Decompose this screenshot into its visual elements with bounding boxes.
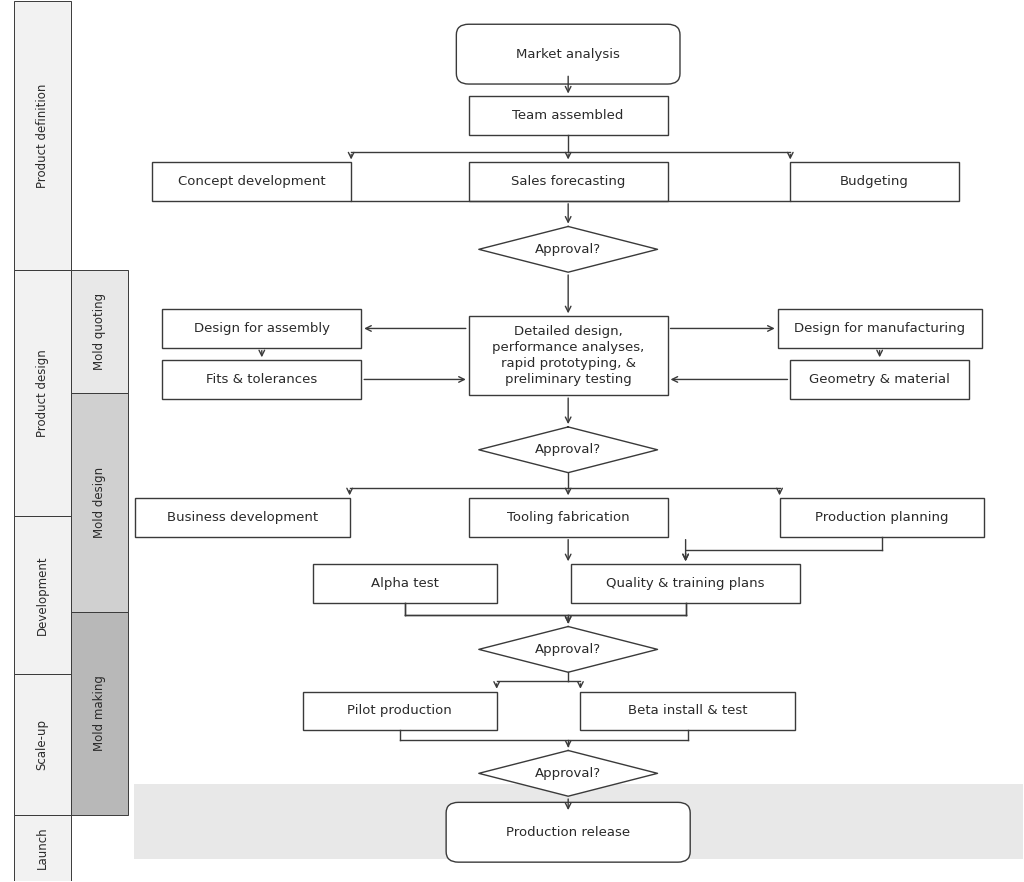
Bar bbox=[303, 691, 497, 730]
Text: Quality & training plans: Quality & training plans bbox=[606, 577, 765, 590]
Bar bbox=[777, 309, 982, 348]
Polygon shape bbox=[479, 626, 657, 672]
Text: Launch: Launch bbox=[36, 826, 49, 869]
Text: Fits & tolerances: Fits & tolerances bbox=[206, 373, 317, 386]
Text: Approval?: Approval? bbox=[536, 243, 601, 256]
Bar bbox=[779, 498, 984, 537]
Text: Detailed design,
performance analyses,
rapid prototyping, &
preliminary testing: Detailed design, performance analyses, r… bbox=[493, 325, 644, 386]
Bar bbox=[570, 564, 801, 602]
Text: Geometry & material: Geometry & material bbox=[809, 373, 950, 386]
Text: Budgeting: Budgeting bbox=[840, 176, 909, 188]
Polygon shape bbox=[479, 751, 657, 796]
Bar bbox=[162, 309, 361, 348]
Text: Design for assembly: Design for assembly bbox=[194, 322, 330, 335]
Text: Product design: Product design bbox=[36, 348, 49, 437]
Text: Production release: Production release bbox=[506, 826, 630, 839]
Text: Design for manufacturing: Design for manufacturing bbox=[794, 322, 966, 335]
Text: Pilot production: Pilot production bbox=[347, 705, 452, 717]
Bar bbox=[71, 612, 128, 815]
Bar bbox=[13, 815, 71, 880]
Text: Product definition: Product definition bbox=[36, 83, 49, 188]
Bar bbox=[152, 162, 351, 201]
Text: Scale-up: Scale-up bbox=[36, 719, 49, 770]
Text: Sales forecasting: Sales forecasting bbox=[511, 176, 626, 188]
Bar bbox=[71, 392, 128, 612]
Bar bbox=[581, 691, 795, 730]
Polygon shape bbox=[479, 227, 657, 273]
Text: Development: Development bbox=[36, 555, 49, 635]
Bar bbox=[13, 2, 71, 270]
Bar bbox=[13, 270, 71, 516]
FancyBboxPatch shape bbox=[457, 24, 680, 84]
Text: Concept development: Concept development bbox=[178, 176, 326, 188]
Text: Mold design: Mold design bbox=[93, 467, 105, 538]
Bar bbox=[469, 498, 668, 537]
Polygon shape bbox=[479, 427, 657, 473]
Bar bbox=[469, 162, 668, 201]
Text: Production planning: Production planning bbox=[815, 511, 948, 524]
Bar bbox=[135, 498, 349, 537]
Text: Approval?: Approval? bbox=[536, 444, 601, 456]
Bar bbox=[469, 96, 668, 135]
Text: Market analysis: Market analysis bbox=[516, 48, 621, 61]
Bar bbox=[71, 270, 128, 392]
Text: Beta install & test: Beta install & test bbox=[628, 705, 748, 717]
Bar bbox=[134, 784, 1023, 859]
Bar bbox=[313, 564, 497, 602]
Text: Mold making: Mold making bbox=[93, 676, 105, 751]
Text: Business development: Business development bbox=[167, 511, 318, 524]
Text: Alpha test: Alpha test bbox=[371, 577, 438, 590]
FancyBboxPatch shape bbox=[446, 803, 690, 862]
Text: Approval?: Approval? bbox=[536, 766, 601, 780]
Bar bbox=[791, 162, 958, 201]
Text: Mold quoting: Mold quoting bbox=[93, 293, 105, 370]
Bar bbox=[791, 360, 969, 399]
Text: Approval?: Approval? bbox=[536, 643, 601, 656]
Bar bbox=[469, 316, 668, 395]
Text: Team assembled: Team assembled bbox=[512, 109, 624, 123]
Text: Tooling fabrication: Tooling fabrication bbox=[507, 511, 630, 524]
Bar bbox=[13, 674, 71, 815]
Bar bbox=[13, 516, 71, 674]
Bar bbox=[162, 360, 361, 399]
